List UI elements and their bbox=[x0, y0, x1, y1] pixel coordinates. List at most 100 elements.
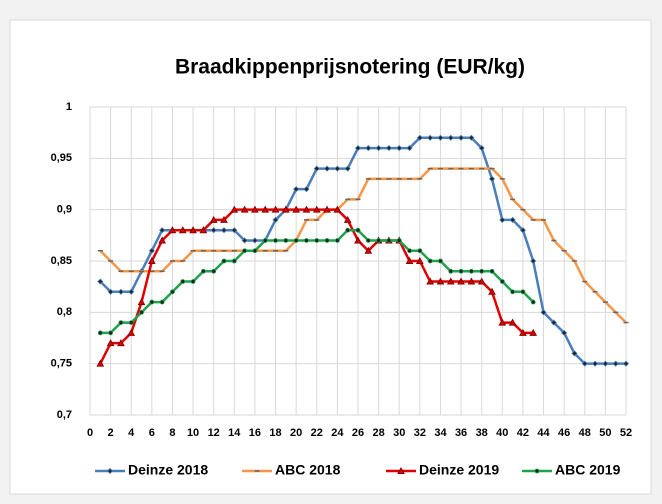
data-point bbox=[231, 258, 237, 264]
data-point bbox=[520, 289, 526, 295]
data-point bbox=[313, 165, 320, 172]
data-point bbox=[324, 238, 330, 243]
legend-label: Deinze 2019 bbox=[419, 462, 499, 478]
y-tick-label: 1 bbox=[66, 101, 72, 113]
data-point bbox=[220, 215, 228, 223]
data-point bbox=[334, 238, 340, 243]
data-point bbox=[622, 360, 630, 367]
x-tick-label: 48 bbox=[579, 427, 591, 439]
data-point bbox=[117, 288, 124, 295]
data-point bbox=[468, 268, 474, 274]
data-point bbox=[345, 227, 351, 233]
data-point bbox=[457, 277, 465, 285]
data-point bbox=[448, 268, 454, 274]
data-point bbox=[417, 248, 423, 254]
x-tick-label: 12 bbox=[208, 427, 220, 439]
data-point bbox=[612, 360, 619, 367]
data-point bbox=[602, 360, 609, 367]
data-point bbox=[323, 205, 331, 213]
data-point bbox=[302, 205, 311, 213]
data-point bbox=[365, 145, 372, 152]
data-point bbox=[354, 145, 362, 152]
data-point bbox=[416, 134, 423, 141]
data-point bbox=[355, 227, 361, 233]
data-point bbox=[458, 268, 464, 274]
x-tick-label: 4 bbox=[128, 427, 135, 439]
data-point bbox=[241, 237, 248, 244]
data-point bbox=[261, 205, 270, 213]
data-point bbox=[396, 238, 402, 243]
data-point bbox=[293, 186, 300, 193]
x-tick-label: 26 bbox=[352, 427, 364, 439]
x-tick-label: 30 bbox=[393, 427, 405, 439]
data-point bbox=[508, 318, 517, 326]
data-point bbox=[97, 330, 103, 336]
x-tick-label: 22 bbox=[311, 427, 323, 439]
data-point bbox=[396, 145, 403, 152]
data-point bbox=[273, 238, 278, 243]
y-tick-label: 0,7 bbox=[57, 409, 72, 421]
data-point bbox=[251, 205, 259, 213]
data-point bbox=[499, 279, 505, 284]
data-point bbox=[209, 215, 218, 223]
data-point bbox=[510, 289, 516, 295]
data-point bbox=[468, 134, 475, 141]
legend-marker bbox=[397, 466, 405, 474]
x-tick-label: 32 bbox=[414, 427, 426, 439]
x-tick-label: 28 bbox=[372, 427, 384, 439]
data-point bbox=[128, 320, 134, 326]
data-point bbox=[117, 339, 125, 347]
data-point bbox=[128, 288, 135, 295]
data-point bbox=[376, 238, 382, 243]
data-point bbox=[385, 145, 392, 152]
data-point bbox=[479, 268, 485, 274]
data-point bbox=[199, 226, 208, 234]
x-tick-label: 50 bbox=[599, 427, 611, 439]
data-point bbox=[540, 309, 547, 316]
data-point bbox=[106, 339, 115, 347]
x-tick-label: 14 bbox=[228, 427, 241, 439]
x-tick-label: 52 bbox=[620, 427, 632, 439]
data-point bbox=[304, 238, 309, 243]
data-point bbox=[467, 277, 476, 285]
data-point bbox=[149, 299, 155, 305]
data-point bbox=[107, 288, 114, 295]
data-point bbox=[386, 238, 392, 243]
chart-title: Braadkippenprijsnotering (EUR/kg) bbox=[175, 56, 525, 79]
data-point bbox=[365, 238, 371, 243]
legend-label: ABC 2019 bbox=[555, 462, 621, 478]
data-point bbox=[550, 319, 557, 326]
data-point bbox=[477, 277, 486, 285]
legend-marker bbox=[106, 467, 114, 475]
x-tick-label: 10 bbox=[187, 427, 199, 439]
data-point bbox=[519, 227, 526, 234]
data-point bbox=[148, 256, 156, 264]
data-point bbox=[375, 145, 382, 152]
data-point bbox=[488, 175, 496, 182]
data-point bbox=[334, 165, 341, 172]
data-point bbox=[127, 328, 136, 336]
data-point bbox=[158, 236, 166, 244]
data-point bbox=[168, 226, 177, 234]
x-tick-label: 38 bbox=[476, 427, 488, 439]
data-point bbox=[571, 350, 578, 357]
data-point bbox=[282, 205, 290, 213]
data-point bbox=[180, 279, 186, 284]
x-tick-label: 46 bbox=[558, 427, 570, 439]
data-point bbox=[498, 318, 507, 326]
legend-label: Deinze 2018 bbox=[128, 462, 208, 478]
data-point bbox=[96, 359, 105, 367]
x-tick-label: 0 bbox=[87, 427, 93, 439]
data-point bbox=[137, 298, 146, 306]
x-tick-label: 44 bbox=[537, 427, 550, 439]
data-point bbox=[437, 134, 444, 141]
data-point bbox=[148, 247, 155, 254]
data-point bbox=[333, 205, 342, 213]
legend-label: ABC 2018 bbox=[275, 462, 341, 478]
data-point bbox=[446, 277, 455, 285]
data-point bbox=[211, 268, 217, 274]
data-point bbox=[108, 330, 114, 336]
data-point bbox=[159, 227, 166, 234]
data-point bbox=[344, 165, 351, 172]
data-point bbox=[458, 134, 465, 141]
